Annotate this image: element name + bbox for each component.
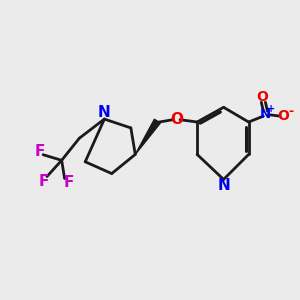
Text: O: O: [256, 90, 268, 104]
Text: F: F: [34, 144, 45, 159]
Text: N: N: [217, 178, 230, 194]
Text: O: O: [170, 112, 183, 127]
Text: N: N: [98, 105, 110, 120]
Text: F: F: [39, 174, 49, 189]
Text: +: +: [267, 104, 275, 114]
Text: N: N: [259, 108, 270, 121]
Text: O: O: [277, 109, 289, 123]
Text: F: F: [63, 176, 74, 190]
Polygon shape: [135, 119, 160, 154]
Text: -: -: [288, 105, 293, 118]
